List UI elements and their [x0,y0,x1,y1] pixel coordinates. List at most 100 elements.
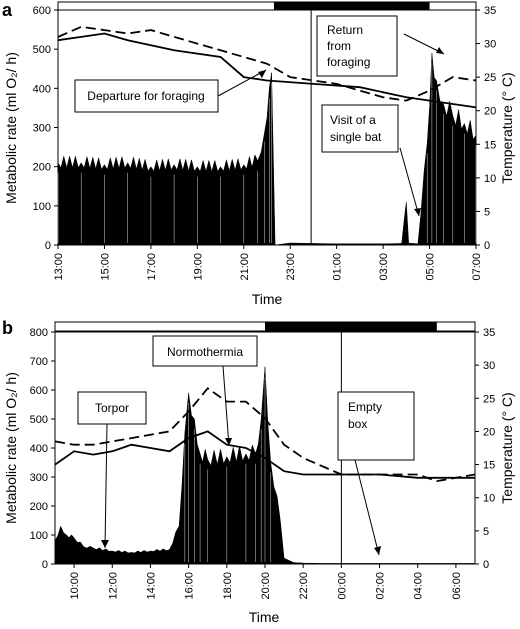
annotation-box [74,79,219,113]
left-tick-label: 200 [30,501,48,513]
x-axis-ticks: 10:00 12:00 14:00 16:00 18:00 20:00 22:00 00:00… [69,564,463,600]
annotation-arrow [104,423,108,549]
x-tick-label: 19:00 [192,253,204,281]
right-tick-label: 15 [483,460,495,472]
x-tick-label: 14:00 [145,572,157,600]
arrow-head-icon [436,47,444,54]
annotation-departure: Departure for foraging [74,69,267,113]
right-tick-label: 5 [484,206,490,218]
x-tick-label: 13:00 [53,253,65,281]
arrow-head-icon [258,70,266,78]
left-axis-ticks: 0 100 200 300 400 500 600 [33,5,58,252]
annotation-torpor: Torpor [77,391,147,549]
left-axis-ticks: 0 100 200 300 400 500 600 700 800 [30,327,55,571]
x-tick-label: 22:00 [298,572,310,600]
annotation-label-line1: Visit of a [330,113,376,127]
annotation-normothermia: Normothermia [152,335,258,447]
light-dark-bar [54,321,476,332]
arrow-head-icon [101,540,109,548]
annotation-box [316,15,398,77]
left-axis-title: Metabolic rate (ml O₂/ h) [3,52,19,204]
annotation-box [321,104,399,153]
left-tick-label: 700 [30,356,48,368]
left-tick-label: 600 [33,5,51,17]
left-tick-label: 500 [30,414,48,426]
right-axis-ticks: 0 5 10 15 20 25 30 35 [476,5,496,252]
x-tick-label: 05:00 [425,253,437,281]
annotation-label: Departure for foraging [87,89,204,103]
annotation-empty-box: Empty box [337,391,415,556]
left-tick-label: 100 [30,530,48,542]
annotation-label: Torpor [95,401,129,415]
right-tick-label: 10 [484,173,496,185]
arrow-head-icon [374,546,381,555]
x-tick-label: 00:00 [336,572,348,600]
right-tick-label: 20 [483,426,495,438]
left-axis-title: Metabolic rate (ml O₂/ h) [3,372,19,524]
annotation-arrow [217,69,267,97]
right-tick-label: 25 [484,72,496,84]
x-tick-label: 20:00 [260,572,272,600]
metabolic-rate-area [57,10,477,246]
x-tick-label: 10:00 [69,572,81,600]
x-tick-label: 01:00 [332,253,344,281]
annotation-arrow [222,365,230,447]
temperature-lines [57,25,477,109]
metabolic-rate-fill [57,53,477,246]
x-axis-ticks: 13:00 15:00 17:00 19:00 21:00 23:00 01:00 03:00… [53,245,483,281]
left-tick-label: 0 [42,559,48,571]
temperature-line-solid [57,32,477,109]
arrow-head-icon [414,208,421,216]
right-tick-label: 35 [484,5,496,17]
annotation-label-line3: foraging [327,55,370,69]
x-tick-label: 17:00 [146,253,158,281]
x-tick-label: 02:00 [375,572,387,600]
left-tick-label: 100 [33,201,51,213]
annotation-visit: Visit of a single bat [321,104,421,217]
x-tick-label: 23:00 [285,253,297,281]
left-tick-label: 400 [30,443,48,455]
annotation-box [77,391,147,425]
left-tick-label: 400 [33,83,51,95]
left-tick-label: 300 [30,472,48,484]
annotation-label-line1: Empty [348,400,382,414]
x-axis-title: Time [252,291,283,307]
x-tick-label: 07:00 [471,253,483,281]
arrow-head-icon [225,438,232,446]
right-tick-label: 30 [483,360,495,372]
temperature-line-dashed [57,25,477,102]
left-tick-label: 200 [33,162,51,174]
annotation-arrow [399,147,420,217]
right-tick-label: 10 [483,493,495,505]
right-tick-label: 5 [483,526,489,538]
x-tick-label: 06:00 [451,572,463,600]
left-tick-label: 500 [33,44,51,56]
x-tick-label: 12:00 [107,572,119,600]
temperature-line-dashed [54,387,476,483]
right-tick-label: 0 [483,559,489,571]
right-axis-ticks: 0 5 10 15 20 25 30 35 [475,327,495,571]
left-tick-label: 0 [45,240,51,252]
right-tick-label: 15 [484,139,496,151]
right-axis-title: Temperature (° C) [499,392,515,503]
x-tick-label: 16:00 [184,572,196,600]
left-tick-label: 300 [33,123,51,135]
annotation-label-line1: Return [327,23,363,37]
x-axis-title: Time [249,609,280,625]
x-tick-label: 21:00 [239,253,251,281]
right-tick-label: 30 [484,39,496,51]
x-tick-label: 18:00 [222,572,234,600]
dark-period-bar [273,2,430,10]
annotation-label: Normothermia [167,345,243,359]
panel-b: b 0 100 200 300 400 500 600 700 800 0 5 10 15 20 25 30… [2,318,515,625]
dark-period-bar [265,322,437,331]
annotation-box [152,335,258,367]
panel-a: a 0 100 200 300 400 500 600 0 5 10 15 20 25 30 35 13:… [2,0,515,307]
right-tick-label: 0 [484,240,490,252]
panel-a-letter: a [2,0,13,20]
annotation-label-line2: from [327,39,351,53]
x-tick-label: 15:00 [99,253,111,281]
panel-b-letter: b [2,318,13,338]
left-tick-label: 800 [30,327,48,339]
